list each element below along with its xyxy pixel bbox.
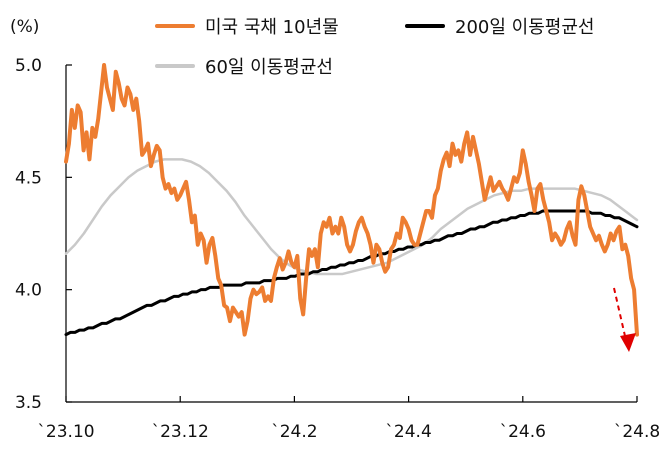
legend-swatch-ma60 [155,64,195,68]
legend-item-us10y: 미국 국채 10년물 [155,13,339,39]
arrow-annotation-head [620,333,636,352]
legend-label-ma60: 60일 이동평균선 [205,57,333,78]
x-tick-label: `23.10 [37,422,94,442]
y-tick-label: 4.0 [15,281,42,301]
legend-label-ma200: 200일 이동평균선 [455,17,595,38]
series-line-ma60 [64,158,639,276]
legend-item-ma60: 60일 이동평균선 [155,53,333,79]
x-tick-label: `24.8 [614,422,660,442]
legend-swatch-us10y [155,24,195,28]
x-tick-label: `24.6 [500,422,546,442]
x-tick-label: `24.2 [271,422,317,442]
y-tick-label: 5.0 [15,56,42,76]
legend-item-ma200: 200일 이동평균선 [405,13,594,39]
y-axis-unit-label: (%) [10,17,40,37]
x-tick-label: `24.4 [385,422,431,442]
y-tick-label: 3.5 [15,393,42,413]
x-tick-label: `23.12 [152,422,209,442]
series-line-ma200 [64,209,639,337]
series-line-us10y [64,63,639,337]
arrow-annotation-shaft [613,287,626,337]
legend-swatch-ma200 [405,24,445,28]
y-tick-label: 4.5 [15,168,42,188]
legend-label-us10y: 미국 국채 10년물 [205,17,339,38]
